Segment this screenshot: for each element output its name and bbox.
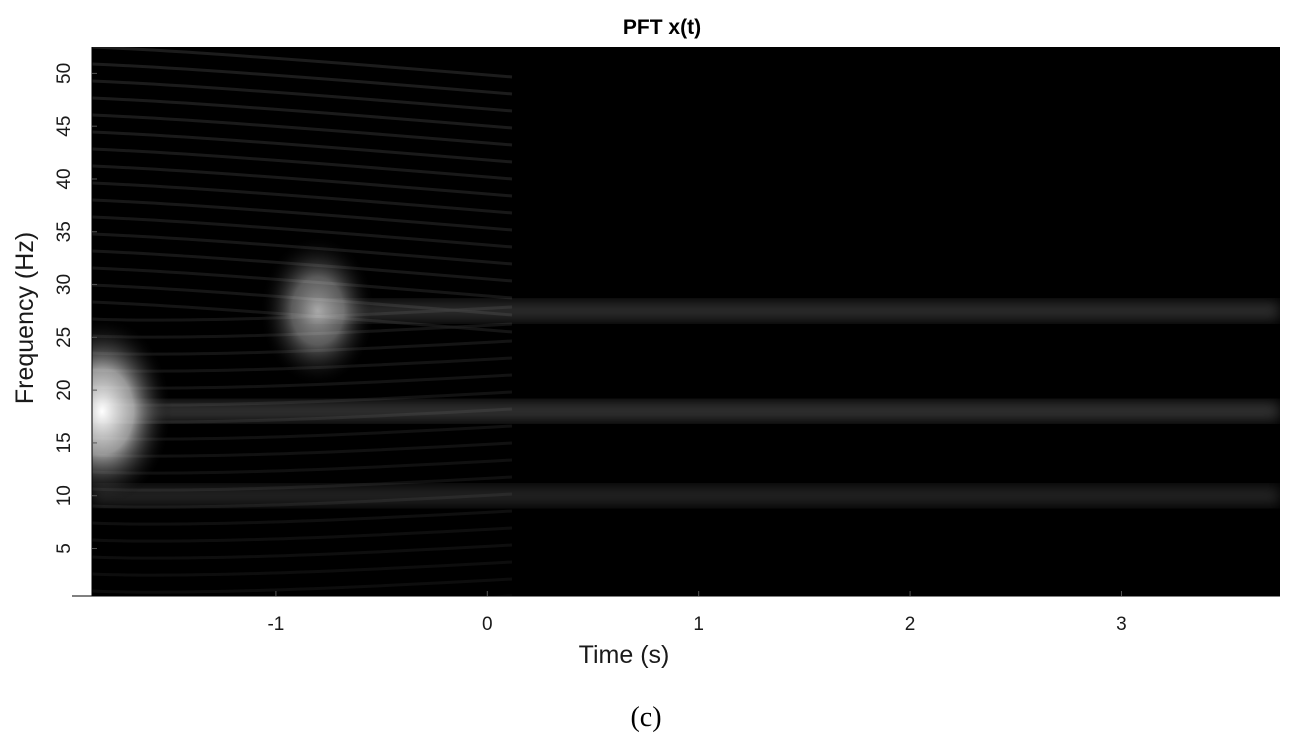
fringe-line bbox=[92, 130, 513, 164]
fringe-line bbox=[92, 560, 513, 577]
y-tick-label: 15 bbox=[54, 432, 75, 453]
chart-title: PFT x(t) bbox=[623, 16, 701, 39]
fringe-line bbox=[92, 164, 513, 198]
heatmap-content bbox=[92, 47, 1280, 596]
fringe-line bbox=[92, 147, 513, 181]
fringe-line bbox=[92, 543, 513, 560]
y-tick-label: 30 bbox=[54, 274, 75, 295]
fringe-line bbox=[92, 266, 513, 300]
fringe-line bbox=[92, 181, 513, 215]
fringe-line bbox=[92, 47, 513, 79]
fringe-line bbox=[92, 62, 513, 96]
panel-label: (c) bbox=[630, 702, 662, 733]
fringe-line bbox=[485, 594, 512, 596]
fringe-line bbox=[92, 96, 513, 130]
fringe-line bbox=[92, 113, 513, 147]
fringe-line bbox=[92, 577, 513, 594]
x-tick-label: 2 bbox=[905, 614, 916, 635]
y-tick-label: 20 bbox=[54, 380, 75, 401]
x-axis: -1 0 1 2 3 bbox=[72, 591, 1280, 635]
plot-area bbox=[92, 47, 1280, 596]
fringe-line bbox=[92, 198, 513, 232]
y-tick-label: 45 bbox=[54, 116, 75, 137]
fringe-line bbox=[92, 509, 513, 526]
y-tick-label: 5 bbox=[54, 543, 75, 554]
y-tick-label: 50 bbox=[54, 63, 75, 84]
x-tick-label: -1 bbox=[267, 614, 284, 635]
fringe-line bbox=[92, 79, 513, 113]
fringe-line bbox=[92, 215, 513, 249]
x-axis-title: Time (s) bbox=[579, 641, 670, 669]
y-tick-label: 10 bbox=[54, 485, 75, 506]
y-tick-label: 40 bbox=[54, 168, 75, 189]
fringe-line bbox=[92, 249, 513, 283]
x-tick-label: 1 bbox=[693, 614, 704, 635]
y-axis-title: Frequency (Hz) bbox=[11, 232, 39, 404]
y-tick-label: 35 bbox=[54, 221, 75, 242]
y-tick-label: 25 bbox=[54, 327, 75, 348]
x-tick-label: 0 bbox=[482, 614, 493, 635]
transient-burst-1 bbox=[259, 235, 376, 386]
fringe-line bbox=[92, 232, 513, 266]
x-tick-label: 3 bbox=[1116, 614, 1127, 635]
fringe-line bbox=[92, 300, 513, 334]
y-axis: 5 10 15 20 25 30 35 40 45 50 bbox=[54, 47, 97, 596]
transient-burst-0 bbox=[92, 316, 172, 507]
fringe-line bbox=[92, 526, 513, 543]
